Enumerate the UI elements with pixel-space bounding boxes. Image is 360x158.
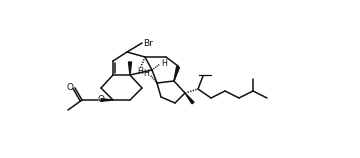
Text: Br: Br bbox=[143, 39, 153, 48]
Text: H: H bbox=[143, 69, 149, 78]
Polygon shape bbox=[185, 93, 194, 104]
Polygon shape bbox=[129, 62, 131, 75]
Text: O: O bbox=[67, 83, 73, 92]
Text: O: O bbox=[98, 95, 104, 104]
Text: H: H bbox=[137, 67, 143, 76]
Polygon shape bbox=[101, 99, 113, 101]
Polygon shape bbox=[174, 67, 179, 81]
Text: H: H bbox=[161, 58, 167, 67]
